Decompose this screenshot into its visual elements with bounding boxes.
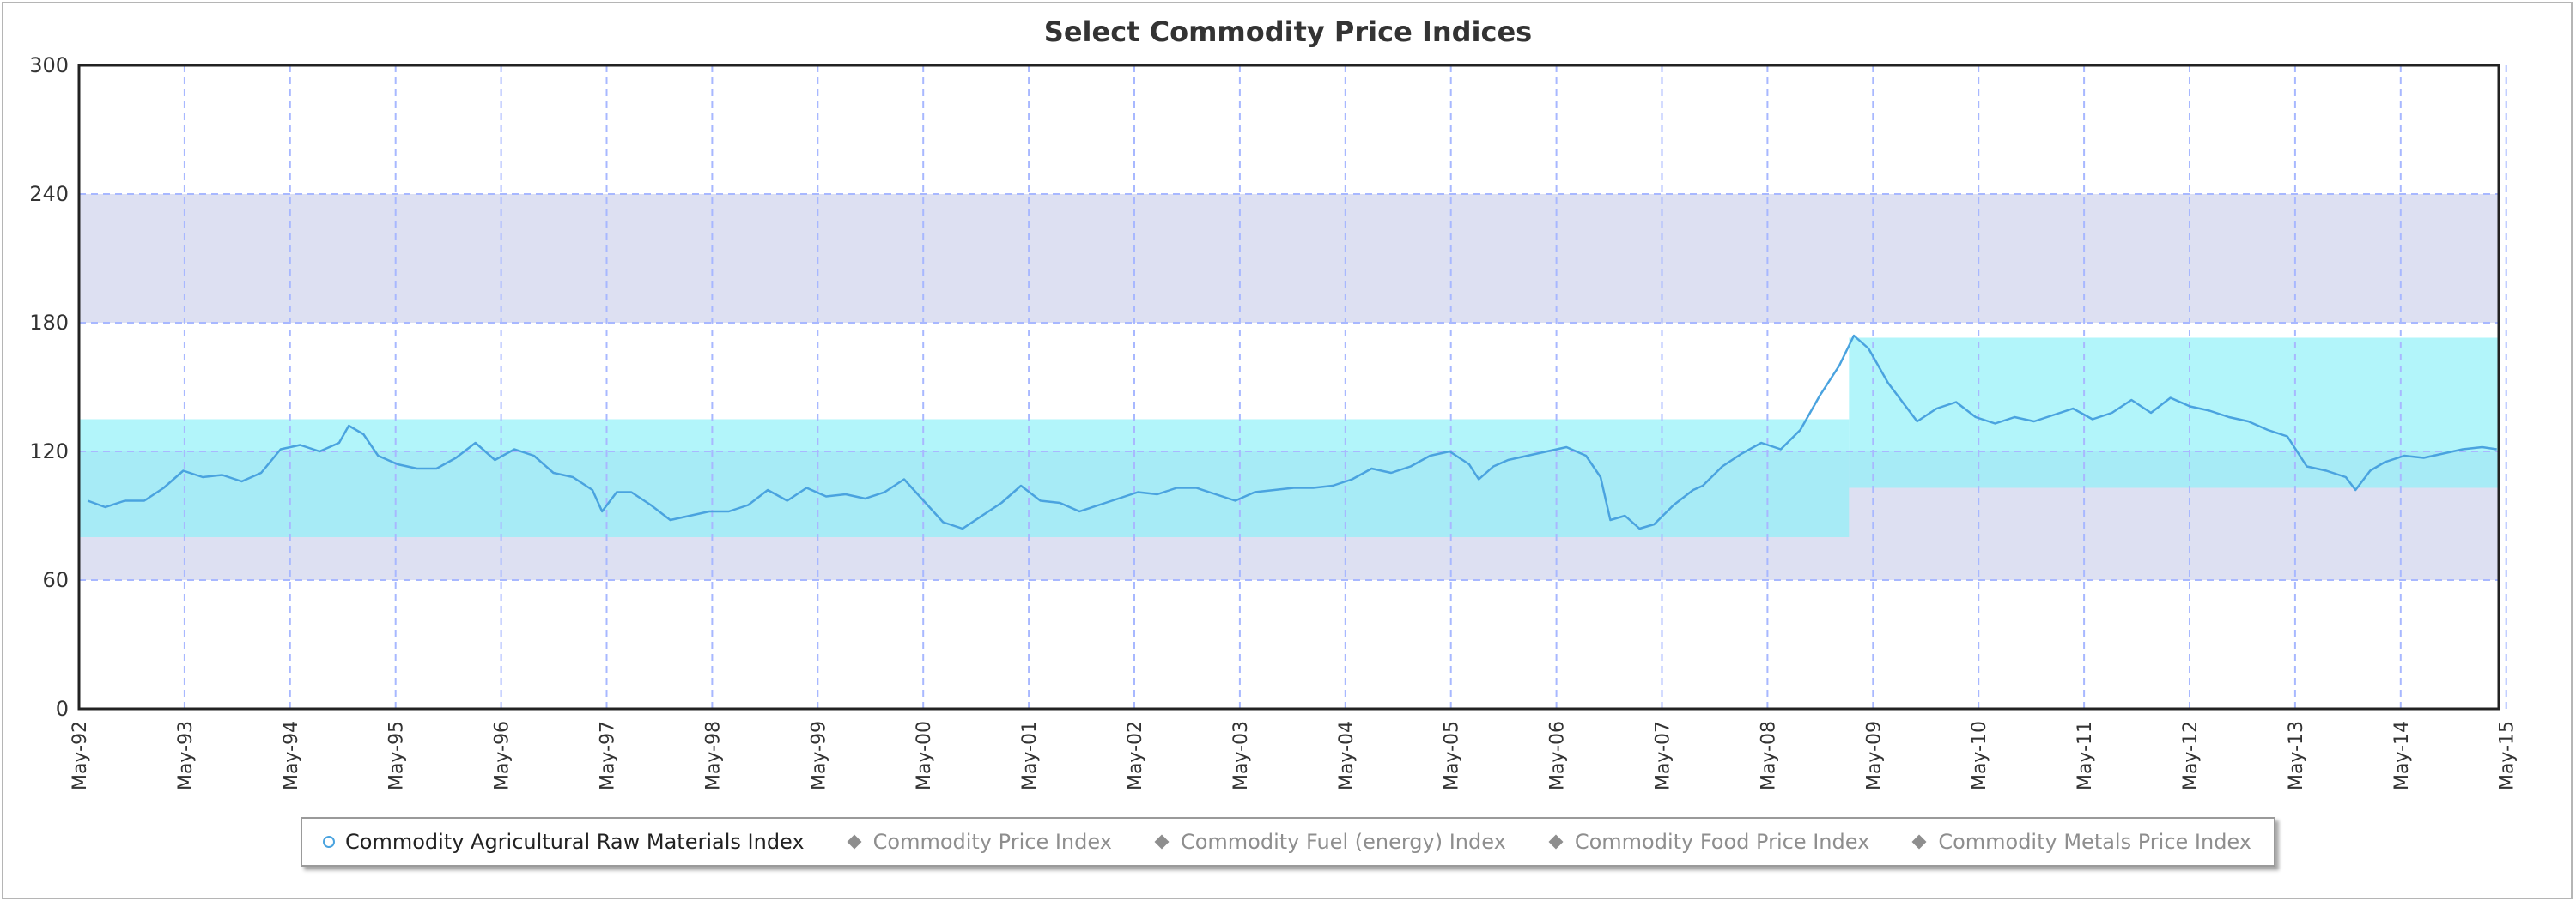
x-tick-label: May-12 <box>2180 721 2202 790</box>
circle-marker-icon <box>323 836 335 848</box>
legend-item-price-index[interactable]: Commodity Price Index <box>846 830 1112 854</box>
y-tick-label: 0 <box>56 697 69 721</box>
x-tick-label: May-11 <box>2075 721 2096 790</box>
x-tick-label: May-04 <box>1336 721 1358 790</box>
diamond-marker-icon <box>847 834 862 850</box>
legend-label: Commodity Fuel (energy) Index <box>1180 830 1506 854</box>
diamond-marker-icon <box>1911 834 1927 850</box>
x-tick-label: May-94 <box>281 721 302 790</box>
legend-item-food-index[interactable]: Commodity Food Price Index <box>1547 830 1869 854</box>
x-tick-label: May-97 <box>597 721 618 790</box>
x-tick-label: May-96 <box>492 721 513 790</box>
x-tick-label: May-09 <box>1863 721 1885 790</box>
x-tick-label: May-92 <box>70 721 91 790</box>
x-tick-label: May-95 <box>386 721 408 790</box>
x-tick-label: May-00 <box>914 721 935 790</box>
legend-label: Commodity Metals Price Index <box>1938 830 2251 854</box>
diamond-marker-icon <box>1548 834 1564 850</box>
x-tick-label: May-13 <box>2286 721 2307 790</box>
legend-item-agricultural[interactable]: Commodity Agricultural Raw Materials Ind… <box>323 830 805 854</box>
highlight-regions-layer <box>79 337 2499 537</box>
legend-label: Commodity Price Index <box>872 830 1112 854</box>
x-tick-label: May-10 <box>1969 721 1990 790</box>
x-tick-label: May-99 <box>808 721 829 790</box>
x-tick-label: May-01 <box>1019 721 1041 790</box>
x-tick-label: May-08 <box>1758 721 1779 790</box>
cyan-region-early <box>79 419 1850 537</box>
x-tick-label: May-15 <box>2497 721 2518 790</box>
grey-band-high <box>79 194 2499 323</box>
x-tick-label: May-05 <box>1442 721 1463 790</box>
plot-border <box>77 64 2500 711</box>
x-tick-label: May-98 <box>702 721 724 790</box>
x-tick-label: May-06 <box>1547 721 1569 790</box>
y-axis-ticks: 0 60 120 180 240 300 <box>29 53 69 721</box>
legend-label: Commodity Food Price Index <box>1574 830 1870 854</box>
y-tick-label: 240 <box>29 182 69 206</box>
chart-legend: Commodity Agricultural Raw Materials Ind… <box>301 817 2275 867</box>
y-tick-label: 300 <box>29 53 69 77</box>
x-tick-label: May-03 <box>1230 721 1252 790</box>
legend-label: Commodity Agricultural Raw Materials Ind… <box>345 830 805 854</box>
chart-title: Select Commodity Price Indices <box>1044 15 1532 48</box>
x-axis-ticks: May-92 May-93 May-94 May-95 May-96 May-97 May-… <box>70 721 2518 790</box>
x-tick-label: May-93 <box>175 721 197 790</box>
y-tick-label: 60 <box>42 568 69 592</box>
y-tick-label: 120 <box>29 439 69 463</box>
cyan-region-late <box>1849 337 2499 488</box>
x-tick-label: May-02 <box>1125 721 1146 790</box>
legend-item-metals-index[interactable]: Commodity Metals Price Index <box>1911 830 2251 854</box>
x-tick-label: May-14 <box>2391 721 2413 790</box>
x-tick-label: May-07 <box>1652 721 1674 790</box>
grid-layer <box>78 65 2507 709</box>
series-line-0 <box>87 334 2497 530</box>
legend-item-fuel-index[interactable]: Commodity Fuel (energy) Index <box>1153 830 1506 854</box>
y-tick-label: 180 <box>29 311 69 335</box>
diamond-marker-icon <box>1154 834 1170 850</box>
series-layer <box>87 334 2497 530</box>
